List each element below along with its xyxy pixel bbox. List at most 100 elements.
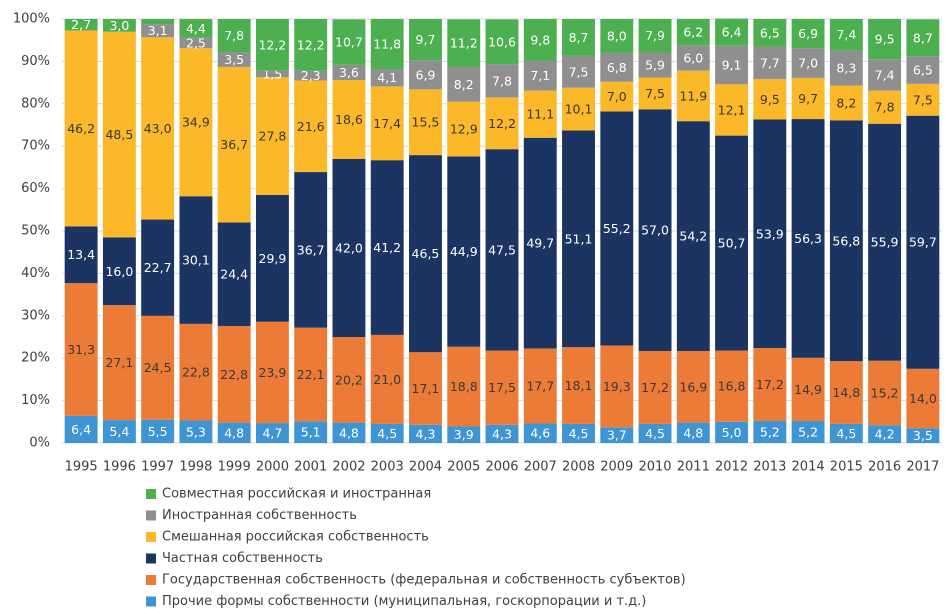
legend-swatch xyxy=(146,510,156,521)
bar-segment xyxy=(409,352,442,425)
data-label: 4,3 xyxy=(416,426,436,441)
data-label: 15,2 xyxy=(871,385,899,400)
data-label: 46,2 xyxy=(67,121,95,136)
legend-label: Совместная российская и иностранная xyxy=(162,487,431,502)
bar-segment xyxy=(868,90,902,124)
bar-segment xyxy=(906,115,940,369)
data-label: 21,6 xyxy=(297,119,325,134)
data-label: 18,6 xyxy=(335,112,363,127)
bar-segment xyxy=(332,158,366,337)
y-tick-label: 40% xyxy=(21,266,50,281)
data-label: 17,5 xyxy=(488,380,516,395)
bar-segment xyxy=(217,66,251,223)
data-label: 56,3 xyxy=(794,231,822,246)
bar-segment xyxy=(217,325,251,423)
data-label: 53,9 xyxy=(756,226,784,241)
data-label: 7,7 xyxy=(760,55,780,70)
bar-segment xyxy=(676,19,710,46)
legend-swatch xyxy=(146,489,156,499)
data-label: 7,5 xyxy=(569,64,589,79)
legend-label: Смешанная российская собственность xyxy=(162,530,429,545)
data-label: 7,8 xyxy=(224,28,244,43)
data-label: 10,7 xyxy=(335,35,363,50)
data-label: 4,1 xyxy=(377,70,397,85)
bar-segment xyxy=(255,194,289,322)
x-tick-label: 2008 xyxy=(562,460,595,475)
bar-segment xyxy=(485,64,519,98)
bar-segment xyxy=(829,85,863,121)
bar-segment xyxy=(868,425,902,443)
bar-segment xyxy=(638,52,672,78)
x-tick-label: 2016 xyxy=(868,460,901,475)
legend-label: Частная собственность xyxy=(162,551,323,566)
data-label: 6,5 xyxy=(913,63,933,78)
bar-segment xyxy=(409,424,442,443)
data-label: 8,7 xyxy=(913,30,933,45)
x-tick-label: 2013 xyxy=(753,460,786,475)
x-tick-label: 2014 xyxy=(792,460,825,475)
data-label: 6,2 xyxy=(683,25,703,40)
bar-segment xyxy=(64,415,98,443)
data-label: 12,2 xyxy=(488,116,516,131)
data-label: 2,3 xyxy=(301,68,321,83)
data-label: 44,9 xyxy=(450,244,478,259)
data-label: 4,5 xyxy=(836,426,856,441)
data-label: 7,8 xyxy=(875,100,895,115)
data-label: 9,1 xyxy=(722,58,742,73)
bar-segment xyxy=(638,19,672,53)
x-tick-label: 1997 xyxy=(141,460,174,475)
data-label: 4,6 xyxy=(530,426,550,441)
bar-segment xyxy=(676,45,710,71)
x-tick-label: 2011 xyxy=(677,460,710,475)
bar-segment xyxy=(332,19,366,65)
bar-segment xyxy=(562,347,595,424)
data-label: 23,9 xyxy=(259,365,287,380)
data-label: 48,5 xyxy=(105,127,133,142)
data-label: 6,5 xyxy=(760,25,780,40)
bar-segment xyxy=(255,321,289,424)
data-label: 22,8 xyxy=(220,367,248,382)
bar-segment xyxy=(332,80,366,159)
data-label: 8,0 xyxy=(607,28,627,43)
data-label: 27,8 xyxy=(259,129,287,144)
bar-segment xyxy=(562,130,595,348)
data-label: 6,4 xyxy=(71,422,91,437)
x-tick-label: 1995 xyxy=(65,460,98,475)
bar-segment xyxy=(64,30,98,227)
bar-segment xyxy=(409,155,442,353)
legend-label: Государственная собственность (федеральн… xyxy=(162,573,686,588)
x-tick-label: 2009 xyxy=(600,460,633,475)
bar-segment xyxy=(753,348,787,421)
bar-segment xyxy=(753,19,787,47)
data-label: 19,3 xyxy=(603,379,631,394)
bar-segment xyxy=(294,19,328,71)
y-tick-label: 80% xyxy=(21,96,50,111)
data-label: 6,9 xyxy=(798,26,818,41)
bar-segment xyxy=(715,84,749,136)
bar-segment xyxy=(102,305,136,421)
bar-segment xyxy=(447,426,481,443)
data-label: 59,7 xyxy=(909,235,937,250)
bar-segment xyxy=(294,172,328,328)
bar-segment xyxy=(676,422,710,443)
bar-segment xyxy=(294,80,328,173)
bar-segment xyxy=(179,196,213,324)
data-label: 36,7 xyxy=(220,137,248,152)
bar-segment xyxy=(523,19,557,61)
data-label: 3,5 xyxy=(224,52,244,67)
bar-segment xyxy=(179,19,213,38)
data-label: 17,4 xyxy=(373,116,401,131)
data-label: 14,9 xyxy=(794,382,822,397)
bar-segment xyxy=(255,70,289,78)
data-label: 4,2 xyxy=(875,427,895,442)
data-label: 27,1 xyxy=(105,355,133,370)
bar-segment xyxy=(294,70,328,81)
x-tick-label: 1998 xyxy=(179,460,212,475)
bar-segment xyxy=(868,59,902,91)
x-tick-label: 2002 xyxy=(332,460,365,475)
bar-segment xyxy=(255,423,289,443)
data-label: 7,4 xyxy=(836,27,856,42)
bar-segment xyxy=(370,334,404,424)
data-label: 14,0 xyxy=(909,391,937,406)
data-label: 11,8 xyxy=(373,37,401,52)
